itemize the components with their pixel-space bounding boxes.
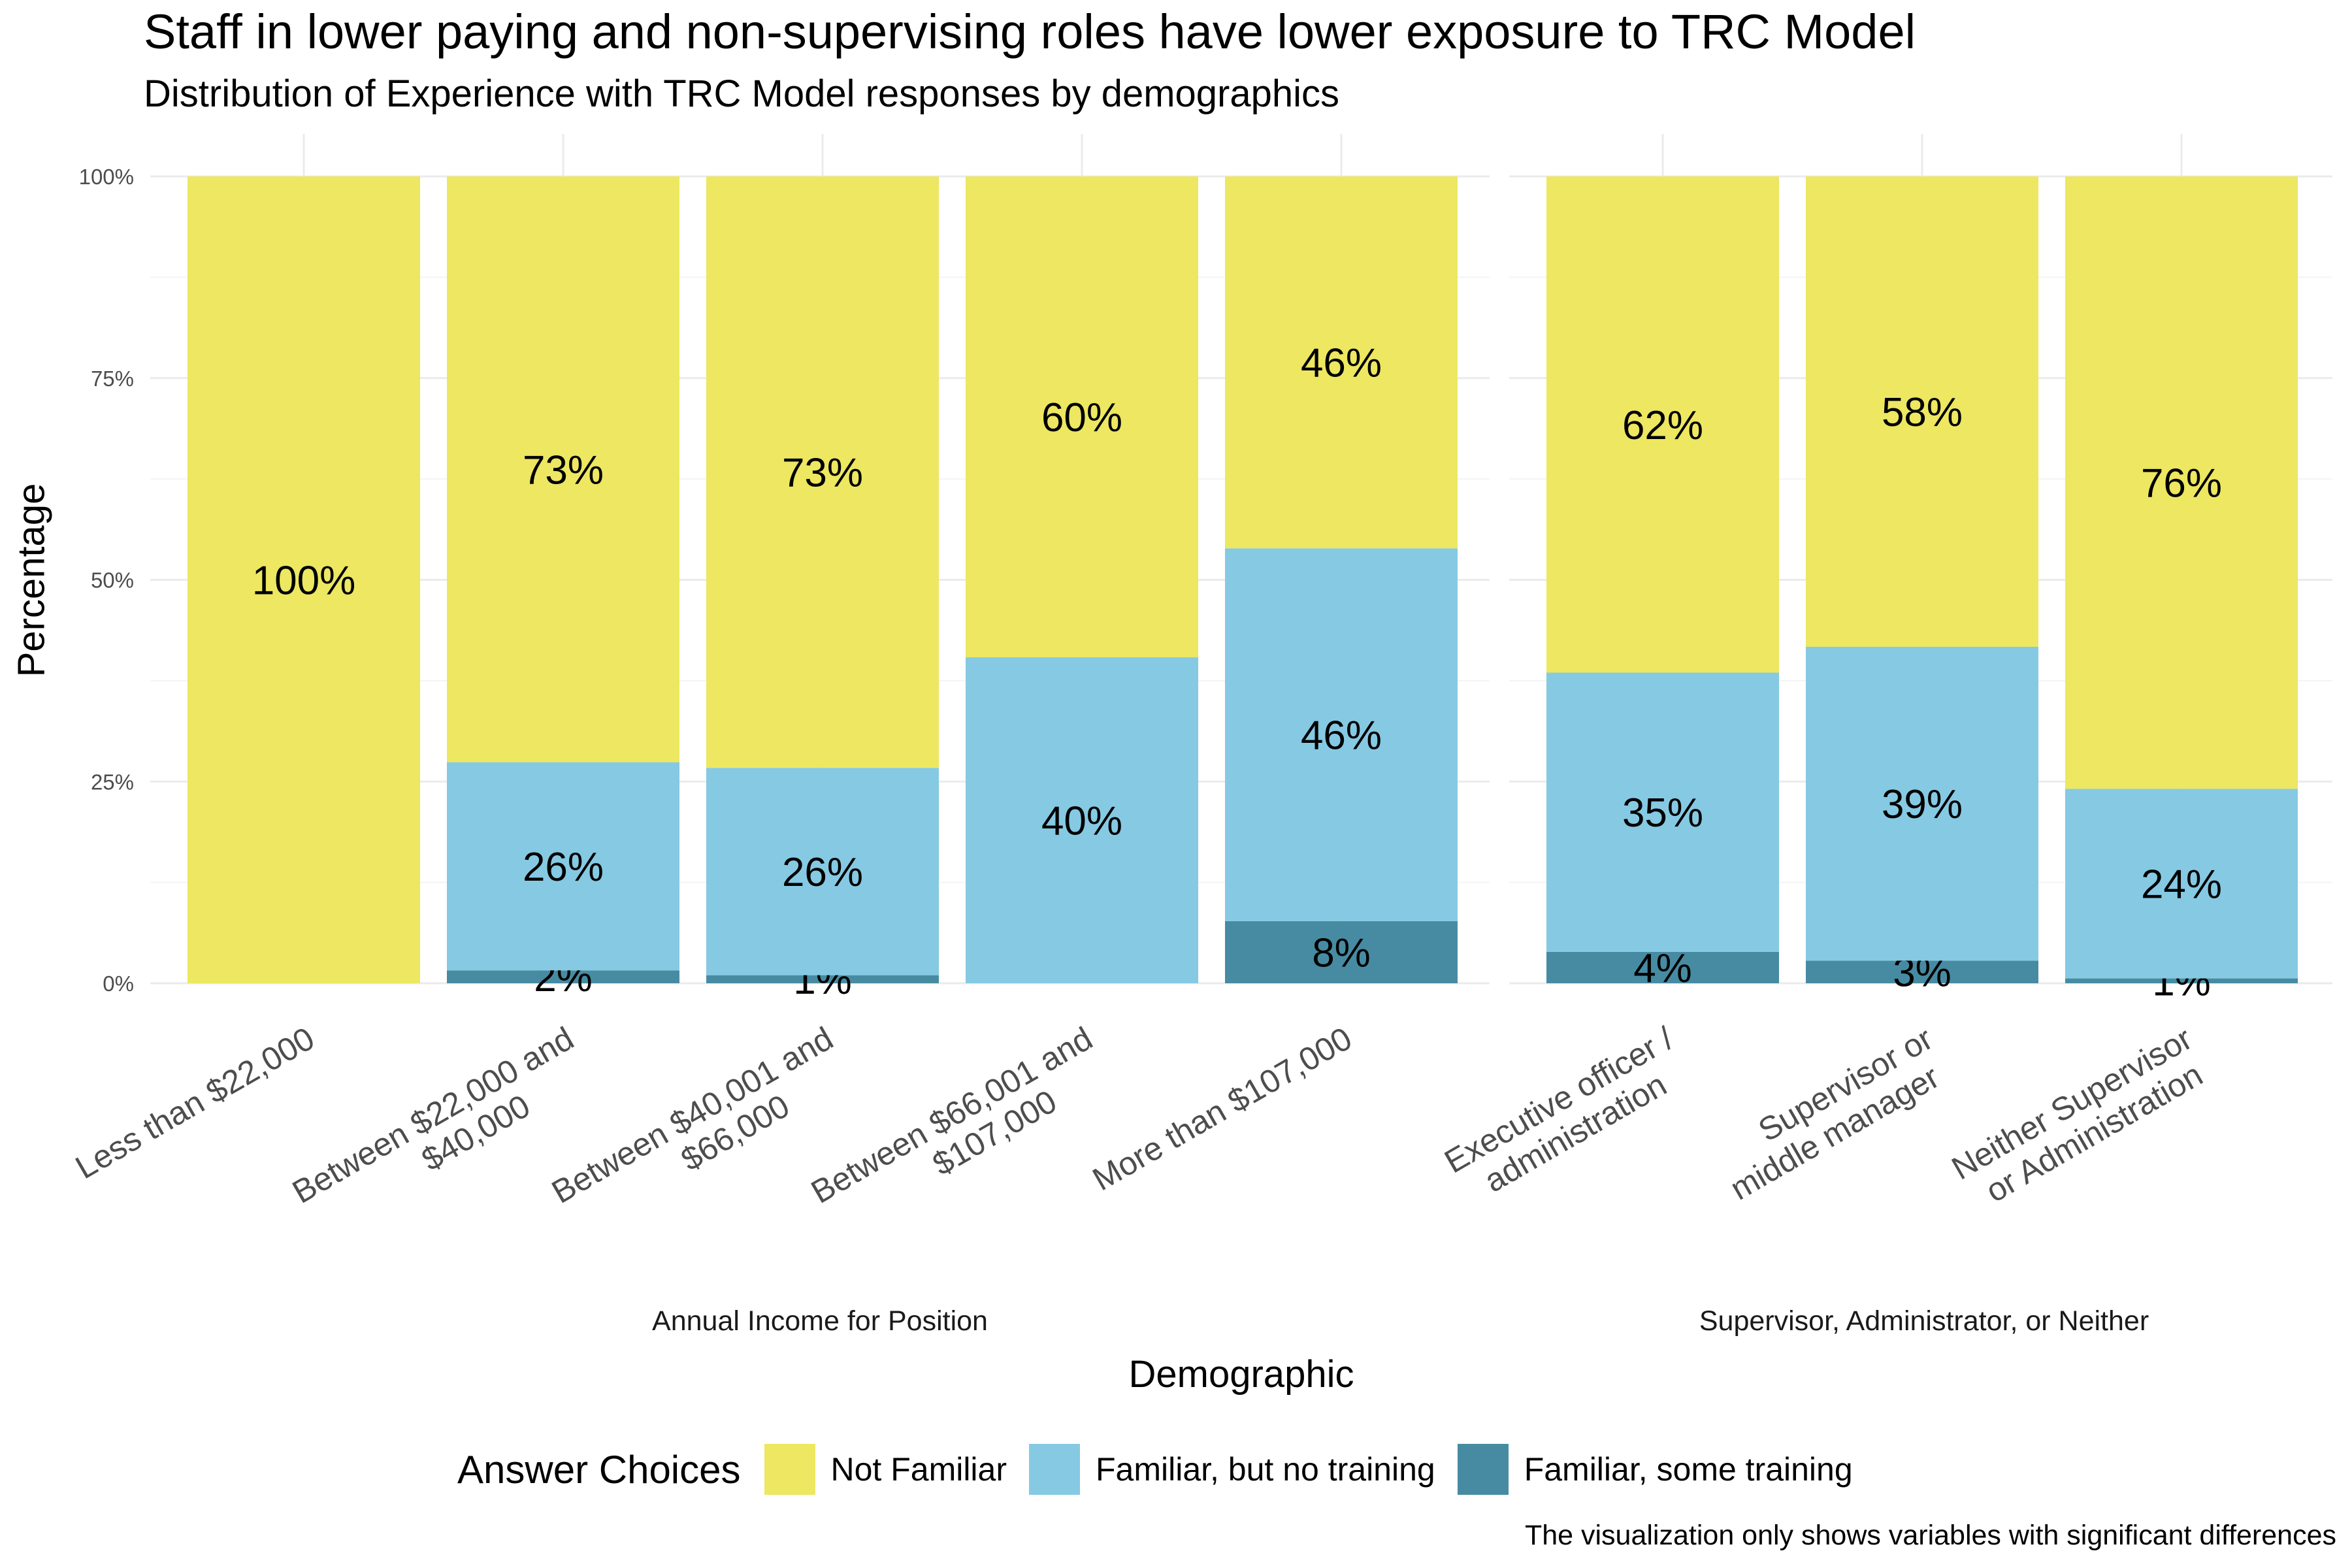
legend-swatch-not-familiar	[764, 1444, 815, 1495]
bar-segment	[1546, 176, 1779, 673]
data-label: 46%	[1301, 341, 1382, 386]
bar-segment	[706, 768, 939, 975]
x-axis-title: Demographic	[1128, 1353, 1354, 1396]
y-tick-label: 75%	[91, 367, 134, 391]
data-label: 100%	[252, 559, 356, 604]
bar-segment	[447, 970, 679, 983]
legend-label-not-familiar: Not Familiar	[830, 1451, 1007, 1488]
data-label: 73%	[523, 448, 604, 493]
legend-item-familiar-no-training: Familiar, but no training	[1029, 1444, 1435, 1495]
bar-segment	[1225, 921, 1458, 983]
data-label: 8%	[1312, 930, 1371, 975]
facet-label-income: Annual Income for Position	[652, 1305, 988, 1337]
bar-segment	[2065, 176, 2298, 789]
x-tick-label: More than $107,000	[1086, 1020, 1358, 1198]
legend-title: Answer Choices	[457, 1447, 741, 1492]
x-tick-label: Between $40,001 and$66,000	[546, 1020, 857, 1242]
data-label: 26%	[782, 850, 863, 895]
bar-segment	[2065, 789, 2298, 979]
data-label: 60%	[1041, 395, 1122, 440]
bar-segment	[1806, 960, 2038, 983]
y-tick-label: 100%	[79, 165, 134, 189]
bar-segment	[706, 975, 939, 983]
legend-item-not-familiar: Not Familiar	[764, 1444, 1007, 1495]
bar-segment	[1546, 951, 1779, 983]
x-tick-label-line: Less than $22,000	[69, 1020, 320, 1186]
data-label: 4%	[1633, 946, 1692, 991]
chart-subtitle: Distribution of Experience with TRC Mode…	[144, 73, 1340, 115]
x-tick-label: Between $66,001 and$107,000	[805, 1020, 1117, 1242]
data-label: 40%	[1041, 799, 1122, 844]
y-tick-label: 0%	[103, 972, 134, 996]
legend-label-familiar-no-training: Familiar, but no training	[1096, 1451, 1435, 1488]
x-tick-label: Between $22,000 and$40,000	[286, 1020, 598, 1242]
chart-caption: The visualization only shows variables w…	[1524, 1520, 2336, 1551]
data-label: 46%	[1301, 713, 1382, 759]
data-label: 26%	[523, 845, 604, 890]
bar-segment	[966, 176, 1198, 658]
chart-title: Staff in lower paying and non-supervisin…	[144, 5, 1916, 59]
legend-swatch-familiar-no-training	[1029, 1444, 1080, 1495]
legend-label-familiar-some-training: Familiar, some training	[1524, 1451, 1853, 1488]
x-tick-label-line: More than $107,000	[1086, 1020, 1358, 1198]
x-tick-label: Neither Supervisoror Administration	[1946, 1020, 2217, 1218]
data-label: 62%	[1622, 403, 1703, 448]
x-tick-label: Executive officer /administration	[1439, 1020, 1698, 1212]
data-label: 58%	[1882, 390, 1963, 435]
legend: Answer Choices Not Familiar Familiar, bu…	[457, 1444, 1875, 1495]
y-tick-label: 50%	[91, 568, 134, 593]
data-label: 73%	[782, 451, 863, 496]
data-label: 39%	[1882, 782, 1963, 827]
x-tick-label: Less than $22,000	[69, 1020, 320, 1186]
x-tick-label-line: Between $40,001 and	[546, 1020, 839, 1211]
data-label: 76%	[2141, 461, 2222, 506]
bar-segment	[1225, 176, 1458, 549]
bar-segment	[1806, 176, 2038, 647]
bar-segment	[1546, 672, 1779, 952]
legend-item-familiar-some-training: Familiar, some training	[1457, 1444, 1853, 1495]
legend-swatch-familiar-some-training	[1457, 1444, 1509, 1495]
bar-segment	[966, 657, 1198, 983]
data-label: 24%	[2141, 862, 2222, 907]
bar-segment	[1806, 647, 2038, 961]
bar-segment	[188, 176, 420, 983]
bar-segment	[706, 176, 939, 768]
data-label: 35%	[1622, 791, 1703, 836]
bar-segment	[447, 176, 679, 762]
x-tick-label: Supervisor ormiddle manager	[1706, 1020, 1957, 1207]
y-axis-title: Percentage	[10, 483, 53, 678]
bar-segment	[2065, 978, 2298, 983]
y-tick-label: 25%	[91, 770, 134, 794]
facet-label-role: Supervisor, Administrator, or Neither	[1699, 1305, 2149, 1337]
bar-segment	[447, 762, 679, 971]
bar-segment	[1225, 548, 1458, 921]
x-tick-label-line: Between $22,000 and	[286, 1020, 580, 1211]
